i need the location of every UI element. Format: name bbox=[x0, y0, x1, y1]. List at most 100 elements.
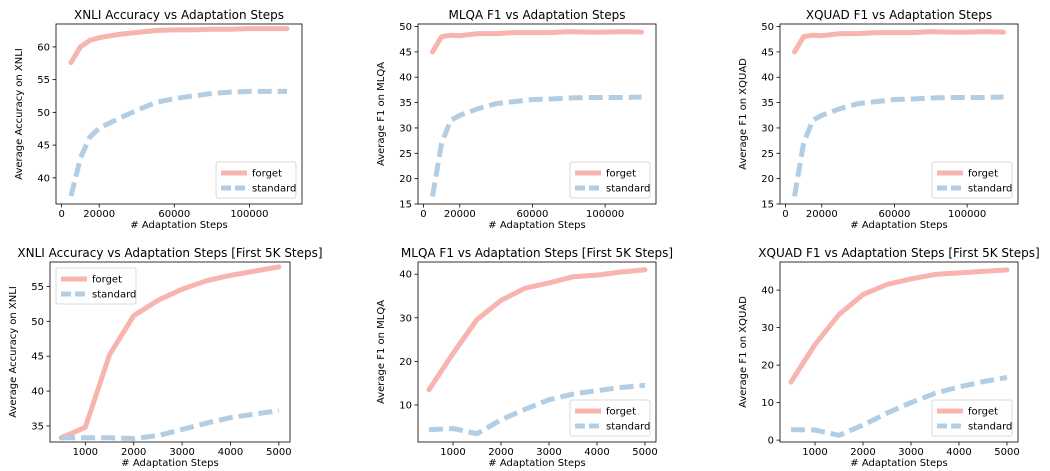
x-axis-label: # Adaptation Steps bbox=[850, 220, 947, 231]
y-tick-label: 60 bbox=[37, 42, 50, 53]
y-tick-label: 40 bbox=[37, 173, 50, 184]
y-tick-label: 35 bbox=[31, 421, 44, 432]
x-tick-label: 1000 bbox=[802, 447, 827, 458]
y-tick-label: 35 bbox=[761, 98, 774, 109]
x-tick-label: 100000 bbox=[948, 209, 986, 220]
y-tick-label: 55 bbox=[31, 282, 44, 293]
chart-panel-5: 1000 2000 3000 4000 5000 10 20 30 40 MLQA F1 vs A… bbox=[376, 246, 673, 469]
y-tick-label: 35 bbox=[399, 98, 412, 109]
series-line-forget bbox=[792, 29, 1006, 55]
legend-label-standard: standard bbox=[606, 422, 650, 433]
y-tick-label: 30 bbox=[761, 123, 774, 134]
x-axis-label: # Adaptation Steps bbox=[488, 458, 585, 469]
plot-frame bbox=[417, 261, 657, 443]
y-tick-label: 30 bbox=[399, 313, 412, 324]
x-axis-label: # Adaptation Steps bbox=[121, 458, 218, 469]
y-tick-label: 15 bbox=[399, 200, 412, 211]
x-axis-label: # Adaptation Steps bbox=[850, 458, 947, 469]
y-tick-label: 0 bbox=[768, 436, 774, 447]
x-tick-label: 3000 bbox=[536, 447, 561, 458]
y-tick-label: 45 bbox=[399, 47, 412, 58]
y-tick-label: 45 bbox=[31, 352, 44, 363]
series-line-forget bbox=[58, 264, 282, 441]
x-tick-label: 5000 bbox=[266, 447, 291, 458]
chart-panel-6: 1000 2000 3000 4000 5000 0 10 20 30 40 XQUAD F1 vs… bbox=[738, 246, 1040, 469]
y-tick-label: 40 bbox=[399, 270, 412, 281]
y-tick-label: 45 bbox=[761, 47, 774, 58]
legend-label-forget: forget bbox=[968, 407, 998, 418]
x-tick-label: 100000 bbox=[586, 209, 624, 220]
y-axis-label: Average F1 on XQUAD bbox=[738, 296, 749, 408]
y-tick-label: 50 bbox=[399, 22, 412, 33]
series-line-standard bbox=[792, 94, 1004, 197]
y-axis-label: Average F1 on MLQA bbox=[376, 300, 387, 404]
x-tick-label: 20000 bbox=[444, 209, 476, 220]
x-tick-label: 100000 bbox=[230, 209, 268, 220]
x-tick-label: 4000 bbox=[584, 447, 609, 458]
chart-panel-1: 0 20000 60000 100000 40 45 50 55 60 XNLI Accuracy… bbox=[14, 8, 303, 231]
x-tick-label: 2000 bbox=[121, 447, 146, 458]
x-tick-label: 60000 bbox=[517, 209, 549, 220]
y-tick-label: 40 bbox=[761, 286, 774, 297]
chart-panel-2: 0 20000 60000 100000 15 20 25 30 35 40 45 50 MLQA F1… bbox=[376, 8, 657, 231]
legend-label-standard: standard bbox=[92, 290, 136, 301]
y-tick-label: 45 bbox=[37, 141, 50, 152]
y-tick-label: 40 bbox=[761, 73, 774, 84]
plot-frame bbox=[417, 23, 657, 205]
chart-panel-3: 0 20000 60000 100000 15 20 25 30 35 40 45 50 XQUAD F… bbox=[738, 8, 1019, 231]
y-tick-label: 10 bbox=[399, 400, 412, 411]
legend: forget standard bbox=[55, 267, 137, 305]
x-tick-label: 0 bbox=[58, 209, 64, 220]
y-tick-label: 20 bbox=[399, 357, 412, 368]
legend: forget standard bbox=[931, 399, 1013, 437]
x-tick-label: 20000 bbox=[806, 209, 838, 220]
y-tick-label: 30 bbox=[399, 123, 412, 134]
legend: forget standard bbox=[569, 161, 651, 199]
legend: forget standard bbox=[215, 161, 297, 199]
chart-title: XNLI Accuracy vs Adaptation Steps [First… bbox=[17, 246, 322, 260]
legend-label-forget: forget bbox=[606, 169, 636, 180]
series-line-standard bbox=[428, 382, 646, 437]
x-tick-label: 1000 bbox=[440, 447, 465, 458]
x-tick-label: 60000 bbox=[158, 209, 190, 220]
y-tick-label: 20 bbox=[761, 361, 774, 372]
chart-panel-4: 1000 2000 3000 4000 5000 35 40 45 50 55 XNLI Accur… bbox=[8, 246, 323, 469]
plot-frame bbox=[779, 261, 1019, 443]
legend-label-forget: forget bbox=[968, 169, 998, 180]
x-axis-label: # Adaptation Steps bbox=[488, 220, 585, 231]
series-line-forget bbox=[788, 267, 1010, 385]
legend-label-standard: standard bbox=[968, 184, 1012, 195]
chart-title: MLQA F1 vs Adaptation Steps [First 5K St… bbox=[401, 246, 673, 260]
x-axis-label: # Adaptation Steps bbox=[130, 220, 227, 231]
x-tick-label: 5000 bbox=[632, 447, 657, 458]
x-tick-label: 4000 bbox=[946, 447, 971, 458]
y-axis-label: Average Accuracy on XNLI bbox=[8, 286, 19, 418]
y-tick-label: 50 bbox=[761, 22, 774, 33]
y-tick-label: 40 bbox=[399, 73, 412, 84]
y-tick-label: 20 bbox=[399, 174, 412, 185]
plot-frame bbox=[55, 23, 303, 205]
x-tick-label: 3000 bbox=[169, 447, 194, 458]
series-line-forget bbox=[430, 29, 644, 55]
y-tick-label: 15 bbox=[761, 200, 774, 211]
chart-title: XQUAD F1 vs Adaptation Steps bbox=[806, 8, 992, 22]
series-line-forget bbox=[426, 267, 648, 393]
y-tick-label: 55 bbox=[37, 75, 50, 86]
series-line-standard bbox=[790, 375, 1008, 438]
x-tick-label: 4000 bbox=[218, 447, 243, 458]
y-tick-label: 25 bbox=[399, 149, 412, 160]
chart-title: XQUAD F1 vs Adaptation Steps [First 5K S… bbox=[758, 246, 1039, 260]
y-tick-label: 10 bbox=[761, 398, 774, 409]
series-line-standard bbox=[68, 88, 287, 197]
y-axis-label: Average Accuracy on XNLI bbox=[14, 48, 25, 180]
x-tick-label: 2000 bbox=[488, 447, 513, 458]
plot-frame bbox=[49, 261, 291, 443]
legend: forget standard bbox=[931, 161, 1013, 199]
legend-label-forget: forget bbox=[606, 407, 636, 418]
y-tick-label: 20 bbox=[761, 174, 774, 185]
legend-label-standard: standard bbox=[968, 422, 1012, 433]
y-tick-label: 50 bbox=[37, 108, 50, 119]
x-tick-label: 2000 bbox=[850, 447, 875, 458]
y-tick-label: 50 bbox=[31, 317, 44, 328]
